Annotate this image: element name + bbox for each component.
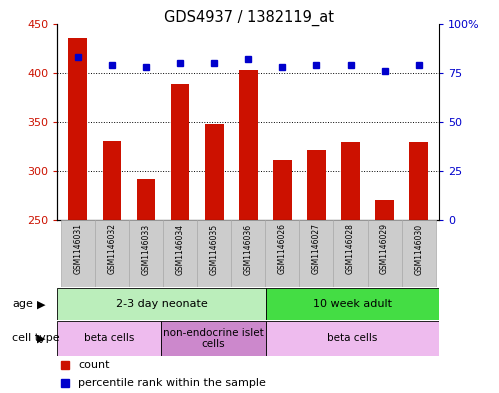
Bar — [265, 220, 299, 287]
Bar — [299, 220, 333, 287]
Bar — [265, 321, 439, 356]
Bar — [341, 143, 360, 220]
Bar — [231, 220, 265, 287]
Text: 10 week adult: 10 week adult — [313, 299, 392, 309]
Bar — [273, 160, 292, 220]
Bar — [409, 143, 428, 220]
Text: GSM1146029: GSM1146029 — [380, 223, 389, 274]
Bar — [68, 38, 87, 220]
Text: cell type: cell type — [12, 333, 60, 343]
Text: GSM1146028: GSM1146028 — [346, 223, 355, 274]
Text: GSM1146033: GSM1146033 — [142, 223, 151, 275]
Text: GSM1146027: GSM1146027 — [312, 223, 321, 274]
Bar — [265, 288, 439, 320]
Bar — [375, 200, 394, 220]
Text: GSM1146036: GSM1146036 — [244, 223, 253, 275]
Text: 2-3 day neonate: 2-3 day neonate — [116, 299, 208, 309]
Bar — [103, 141, 121, 220]
Bar — [61, 220, 95, 287]
Bar — [307, 150, 326, 220]
Bar — [57, 321, 162, 356]
Bar — [171, 84, 190, 220]
Bar — [129, 220, 163, 287]
Text: beta cells: beta cells — [327, 333, 378, 343]
Text: GSM1146032: GSM1146032 — [107, 223, 116, 274]
Bar — [368, 220, 402, 287]
Bar — [57, 288, 265, 320]
Text: ▶: ▶ — [37, 299, 46, 309]
Text: GSM1146035: GSM1146035 — [210, 223, 219, 275]
Bar — [95, 220, 129, 287]
Bar — [197, 220, 231, 287]
Text: count: count — [78, 360, 110, 370]
Bar — [402, 220, 436, 287]
Bar — [239, 70, 257, 220]
Text: percentile rank within the sample: percentile rank within the sample — [78, 378, 266, 388]
Text: age: age — [12, 299, 33, 309]
Text: GSM1146034: GSM1146034 — [176, 223, 185, 275]
Text: non-endocrine islet
cells: non-endocrine islet cells — [163, 328, 264, 349]
Text: GDS4937 / 1382119_at: GDS4937 / 1382119_at — [165, 10, 334, 26]
Bar — [162, 321, 265, 356]
Bar — [333, 220, 368, 287]
Text: beta cells: beta cells — [84, 333, 135, 343]
Text: GSM1146026: GSM1146026 — [278, 223, 287, 274]
Bar — [205, 124, 224, 220]
Text: GSM1146030: GSM1146030 — [414, 223, 423, 275]
Bar — [137, 179, 155, 220]
Bar — [163, 220, 197, 287]
Text: ▶: ▶ — [37, 333, 46, 343]
Text: GSM1146031: GSM1146031 — [73, 223, 82, 274]
